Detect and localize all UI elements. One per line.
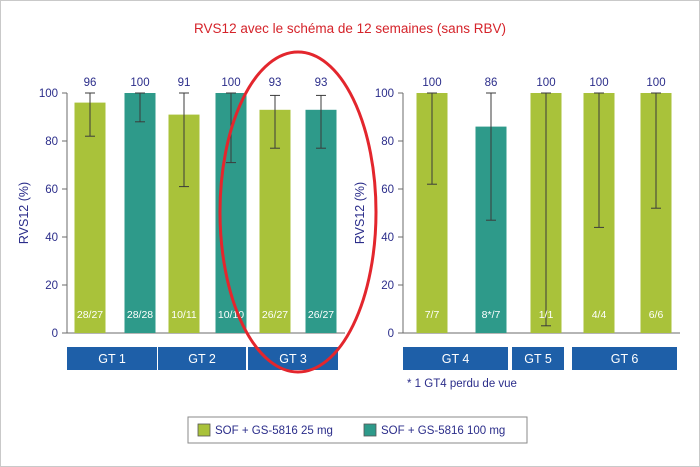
y-tick-label: 0 [52, 328, 58, 340]
bar-value-label: 96 [84, 77, 97, 89]
y-tick-label: 100 [375, 88, 394, 100]
bar-n-label: 6/6 [649, 309, 664, 321]
bar-n-label: 26/27 [262, 309, 288, 321]
bar-value-label: 86 [485, 77, 498, 89]
bar-n-label: 28/28 [127, 309, 153, 321]
group-box-gt6 [572, 347, 677, 370]
group-label: GT 1 [98, 352, 126, 366]
bar-n-label: 4/4 [592, 309, 607, 321]
y-tick-label: 20 [45, 280, 58, 292]
group-box-gt3 [248, 347, 338, 370]
group-label: GT 4 [442, 352, 470, 366]
bar-value-label: 100 [646, 77, 665, 89]
bar-value-label: 100 [589, 77, 608, 89]
panel-1: RVS12 (%) 0 20 40 60 80 100 96 28/27 100 28/28 91 10… [17, 50, 378, 374]
highlight-ellipse [218, 50, 378, 374]
bar-value-label: 93 [315, 77, 328, 89]
legend-swatch [363, 423, 377, 437]
group-label: GT 2 [188, 352, 216, 366]
y-tick-label: 40 [45, 232, 58, 244]
group-label: GT 3 [279, 352, 307, 366]
bar-value-label: 93 [269, 77, 282, 89]
y-tick-label: 60 [381, 184, 394, 196]
group-box-gt1 [67, 347, 157, 370]
bar-value-label: 91 [178, 77, 191, 89]
y-tick-label: 80 [381, 136, 394, 148]
group-box-gt2 [158, 347, 246, 370]
legend-swatch [197, 423, 211, 437]
group-box-gt4 [403, 347, 508, 370]
legend-label: SOF + GS-5816 100 mg [381, 425, 505, 437]
footnote: * 1 GT4 perdu de vue [407, 378, 517, 390]
legend-label: SOF + GS-5816 25 mg [215, 425, 333, 437]
bar-n-label: 10/11 [171, 309, 197, 321]
legend: SOF + GS-5816 25 mg SOF + GS-5816 100 mg [187, 416, 528, 444]
group-label: GT 6 [611, 352, 639, 366]
bar [74, 102, 106, 333]
y-tick-label: 80 [45, 136, 58, 148]
chart-panels: RVS12 (%) 0 20 40 60 80 100 96 28/27 100 28/28 91 10… [17, 50, 680, 374]
group-label: GT 5 [524, 352, 552, 366]
bar [124, 93, 156, 333]
y-tick-label: 20 [381, 280, 394, 292]
bar-n-label: 28/27 [77, 309, 103, 321]
chart-title: RVS12 avec le schéma de 12 semaines (san… [194, 21, 506, 36]
y-axis-label: RVS12 (%) [353, 182, 367, 244]
bar-value-label: 100 [221, 77, 240, 89]
bar-value-label: 100 [536, 77, 555, 89]
legend-box [187, 416, 528, 444]
bar-n-label: 7/7 [425, 309, 440, 321]
bar-n-label: 1/1 [539, 309, 554, 321]
bar-n-label: 26/27 [308, 309, 334, 321]
y-tick-label: 0 [388, 328, 394, 340]
group-box-gt5 [512, 347, 564, 370]
bar-value-label: 100 [130, 77, 149, 89]
panel-2: RVS12 (%) 0 20 40 60 80 100 100 7/7 86 8*/7 100 1/1 1… [353, 77, 680, 370]
bar-n-label: 8*/7 [482, 309, 501, 321]
y-tick-label: 60 [45, 184, 58, 196]
y-tick-label: 100 [39, 88, 58, 100]
bar-value-label: 100 [422, 77, 441, 89]
y-tick-label: 40 [381, 232, 394, 244]
y-axis-label: RVS12 (%) [17, 182, 31, 244]
